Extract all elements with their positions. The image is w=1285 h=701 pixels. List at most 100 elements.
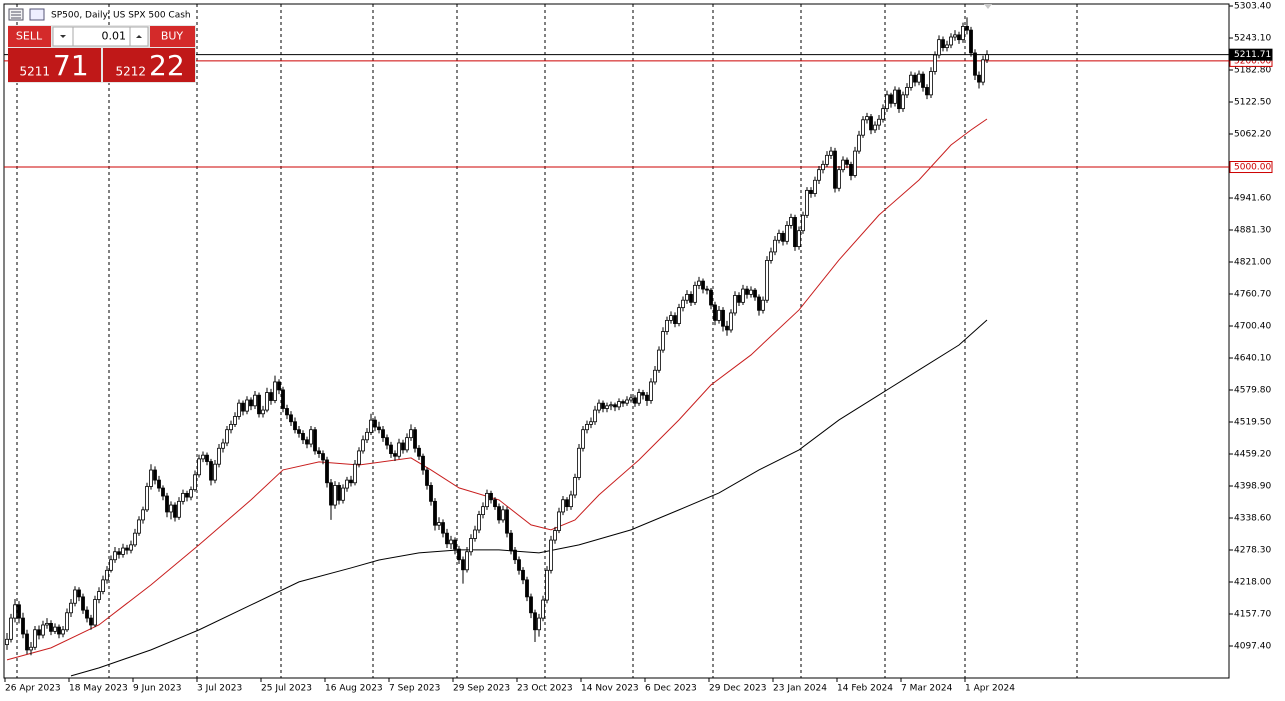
candle-body xyxy=(349,479,353,484)
candle-body xyxy=(217,447,221,465)
candle-body xyxy=(949,36,953,46)
candle-body xyxy=(713,304,717,321)
candle-body xyxy=(869,116,873,131)
candle-body xyxy=(345,479,349,489)
candle-body xyxy=(445,532,449,545)
candle-body xyxy=(913,74,917,83)
candle-body xyxy=(129,544,133,551)
candle-body xyxy=(725,325,729,331)
y-tick-label: 5122.50 xyxy=(1234,98,1271,108)
candle-body xyxy=(361,439,365,452)
x-tick-label: 23 Jan 2024 xyxy=(773,684,827,694)
candle-body xyxy=(373,419,377,428)
candle-body xyxy=(49,622,53,632)
sell-price-main: 5211 xyxy=(19,65,50,79)
candle-body xyxy=(37,629,41,636)
chart-icon[interactable] xyxy=(29,8,45,21)
plot-frame xyxy=(3,3,1230,679)
y-tick-label: 4640.10 xyxy=(1234,354,1271,364)
candle-body xyxy=(493,499,497,508)
candle-body xyxy=(241,402,245,412)
candle-body xyxy=(693,284,697,303)
candle-body xyxy=(221,442,225,449)
candle-body xyxy=(133,532,137,546)
candle-body xyxy=(101,579,105,592)
candle-body xyxy=(681,299,685,309)
candle-body xyxy=(665,319,669,332)
candle-body xyxy=(273,381,277,401)
candle-body xyxy=(381,429,385,439)
candle-body xyxy=(981,59,985,83)
candle-body xyxy=(461,559,465,571)
moving-average xyxy=(6,118,988,661)
candle-body xyxy=(65,612,69,631)
candle-body xyxy=(21,617,25,635)
candle-body xyxy=(161,487,165,497)
sell-button[interactable] xyxy=(8,26,51,47)
candle-body xyxy=(109,559,113,571)
candle-body xyxy=(937,39,941,56)
x-tick-label: 9 Jun 2023 xyxy=(133,684,181,694)
candle-body xyxy=(245,399,249,412)
candle-body xyxy=(753,289,757,298)
candle-body xyxy=(369,419,373,433)
buy-button[interactable] xyxy=(150,26,195,47)
candle-body xyxy=(69,602,73,614)
candle-body xyxy=(673,315,677,324)
candle-body xyxy=(637,392,641,404)
candle-body xyxy=(237,402,241,417)
candle-body xyxy=(697,280,701,286)
candle-body xyxy=(797,230,801,248)
candle-body xyxy=(81,596,85,611)
moving-average xyxy=(70,319,988,677)
candle-body xyxy=(521,569,525,581)
trade-panel: SELL 0.01 BUY 5211 71 5212 22 xyxy=(8,25,196,83)
candle-body xyxy=(941,39,945,49)
sell-price-box[interactable] xyxy=(8,48,101,82)
candle-body xyxy=(449,539,453,545)
candle-body xyxy=(209,461,213,481)
candle-body xyxy=(257,394,261,415)
candle-body xyxy=(849,163,853,176)
candle-body xyxy=(457,548,461,561)
buy-label: BUY xyxy=(161,30,184,43)
candle-body xyxy=(41,624,45,636)
candle-body xyxy=(609,404,613,407)
candle-body xyxy=(885,94,889,110)
candle-body xyxy=(405,437,409,451)
candle-body xyxy=(785,224,789,242)
candle-body xyxy=(917,73,921,83)
x-tick-label: 29 Sep 2023 xyxy=(453,684,510,694)
buy-price-box[interactable] xyxy=(103,48,195,82)
candle-body xyxy=(729,312,733,331)
x-tick-label: 7 Sep 2023 xyxy=(389,684,440,694)
candle-body xyxy=(357,450,361,465)
candle-body xyxy=(333,485,337,506)
candle-body xyxy=(425,469,429,486)
candle-body xyxy=(709,289,713,306)
marks-layer xyxy=(5,17,989,677)
candle-body xyxy=(737,295,741,303)
candle-body xyxy=(813,179,817,194)
candle-body xyxy=(633,397,637,404)
background-layer xyxy=(4,4,1229,678)
candle-body xyxy=(5,638,9,646)
candle-body xyxy=(585,423,589,431)
candle-body xyxy=(201,454,205,460)
candle-body xyxy=(453,539,457,550)
candle-body xyxy=(145,486,149,511)
candle-body xyxy=(269,392,273,401)
shift-marker[interactable] xyxy=(984,4,992,9)
y-tick-label: 4157.70 xyxy=(1234,610,1271,620)
candle-body xyxy=(569,494,573,508)
x-tick-label: 3 Jul 2023 xyxy=(197,684,242,694)
candle-body xyxy=(965,25,969,31)
candle-body xyxy=(61,629,65,635)
price-level-label: 5000.00 xyxy=(1234,163,1271,173)
candle-body xyxy=(33,629,37,648)
candle-body xyxy=(309,429,313,445)
candle-body xyxy=(485,492,489,508)
candle-body xyxy=(953,34,957,38)
candle-body xyxy=(817,169,821,181)
candle-body xyxy=(433,500,437,526)
